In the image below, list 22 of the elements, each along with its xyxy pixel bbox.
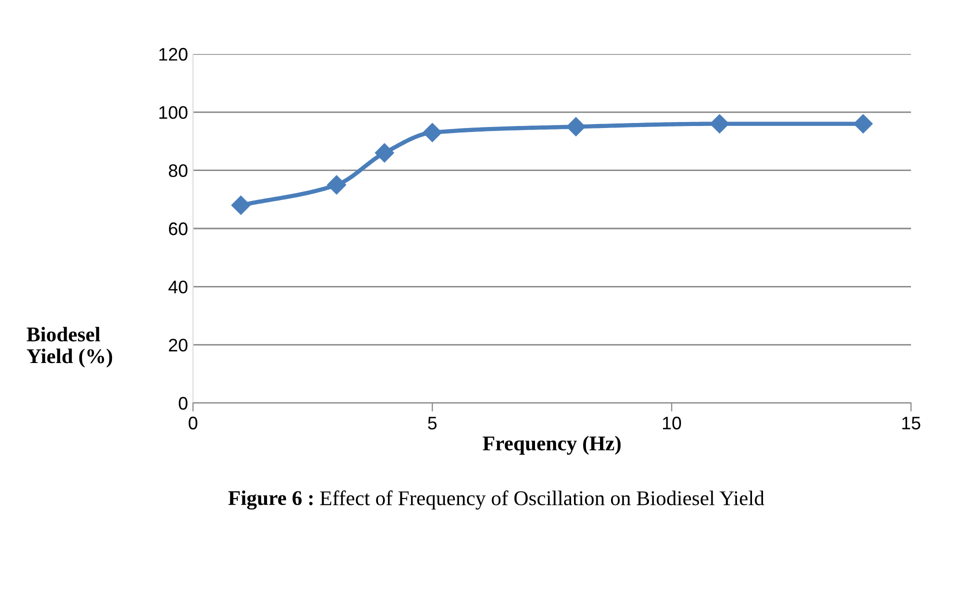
x-tick-label: 0 bbox=[188, 416, 198, 430]
point bbox=[327, 175, 346, 194]
point bbox=[422, 122, 442, 142]
y-tick-label: 120 bbox=[159, 48, 188, 61]
x-tick-label: 10 bbox=[663, 416, 682, 430]
x-tick-label: 15 bbox=[902, 416, 920, 430]
point bbox=[566, 117, 586, 136]
y-tick-label: 40 bbox=[168, 280, 188, 294]
caption: Figure 6 : bbox=[228, 490, 313, 510]
x-axis-title: Frequency (Hz) bbox=[482, 436, 621, 455]
point bbox=[854, 114, 873, 134]
y-tick-label: 0 bbox=[178, 396, 188, 410]
y-tick-label: 80 bbox=[168, 164, 188, 178]
y-tick-label: 20 bbox=[168, 338, 188, 352]
y-tick-label: 60 bbox=[168, 222, 188, 236]
x-tick-label: 5 bbox=[428, 416, 437, 430]
y-axis-title: Biodesel Yield (%) bbox=[26, 326, 112, 368]
y-tick-label: 100 bbox=[159, 106, 188, 119]
point bbox=[710, 114, 730, 134]
point bbox=[231, 196, 250, 215]
point bbox=[374, 143, 394, 162]
text: Effect of Frequency of Oscillation on Biodiesel Yield bbox=[320, 490, 764, 510]
